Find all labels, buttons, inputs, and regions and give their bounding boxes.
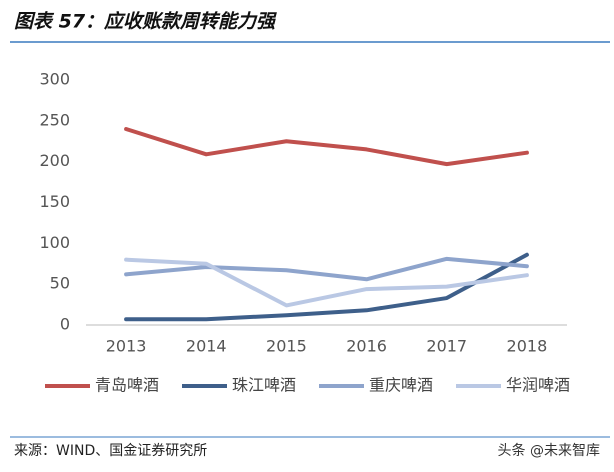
y-tick-label: 300 <box>39 70 70 89</box>
y-tick-label: 250 <box>39 110 70 129</box>
y-tick-label: 50 <box>50 274 70 293</box>
legend-label: 重庆啤酒 <box>369 376 433 395</box>
line-series <box>124 256 529 282</box>
watermark: 头条 @未来智库 <box>498 442 600 459</box>
legend-label: 珠江啤酒 <box>232 376 296 395</box>
x-tick-label: 2015 <box>266 337 307 356</box>
source: 来源：WIND、国金证券研究所 <box>14 443 207 459</box>
y-tick-label: 200 <box>39 151 70 170</box>
x-tick-label: 2016 <box>346 337 387 356</box>
line-series <box>124 127 529 167</box>
line-series <box>124 257 529 308</box>
x-tick-label: 2018 <box>507 337 548 356</box>
y-tick-label: 0 <box>60 315 70 334</box>
legend-label: 华润啤酒 <box>506 376 570 395</box>
x-tick-label: 2017 <box>426 337 467 356</box>
line-series <box>124 252 529 322</box>
y-tick-label: 150 <box>39 192 70 211</box>
y-tick-label: 100 <box>39 233 70 252</box>
chart-title: 图表 57：应收账款周转能力强 <box>14 11 277 33</box>
x-tick-label: 2013 <box>106 337 147 356</box>
x-tick-label: 2014 <box>186 337 227 356</box>
legend-label: 青岛啤酒 <box>95 376 159 395</box>
